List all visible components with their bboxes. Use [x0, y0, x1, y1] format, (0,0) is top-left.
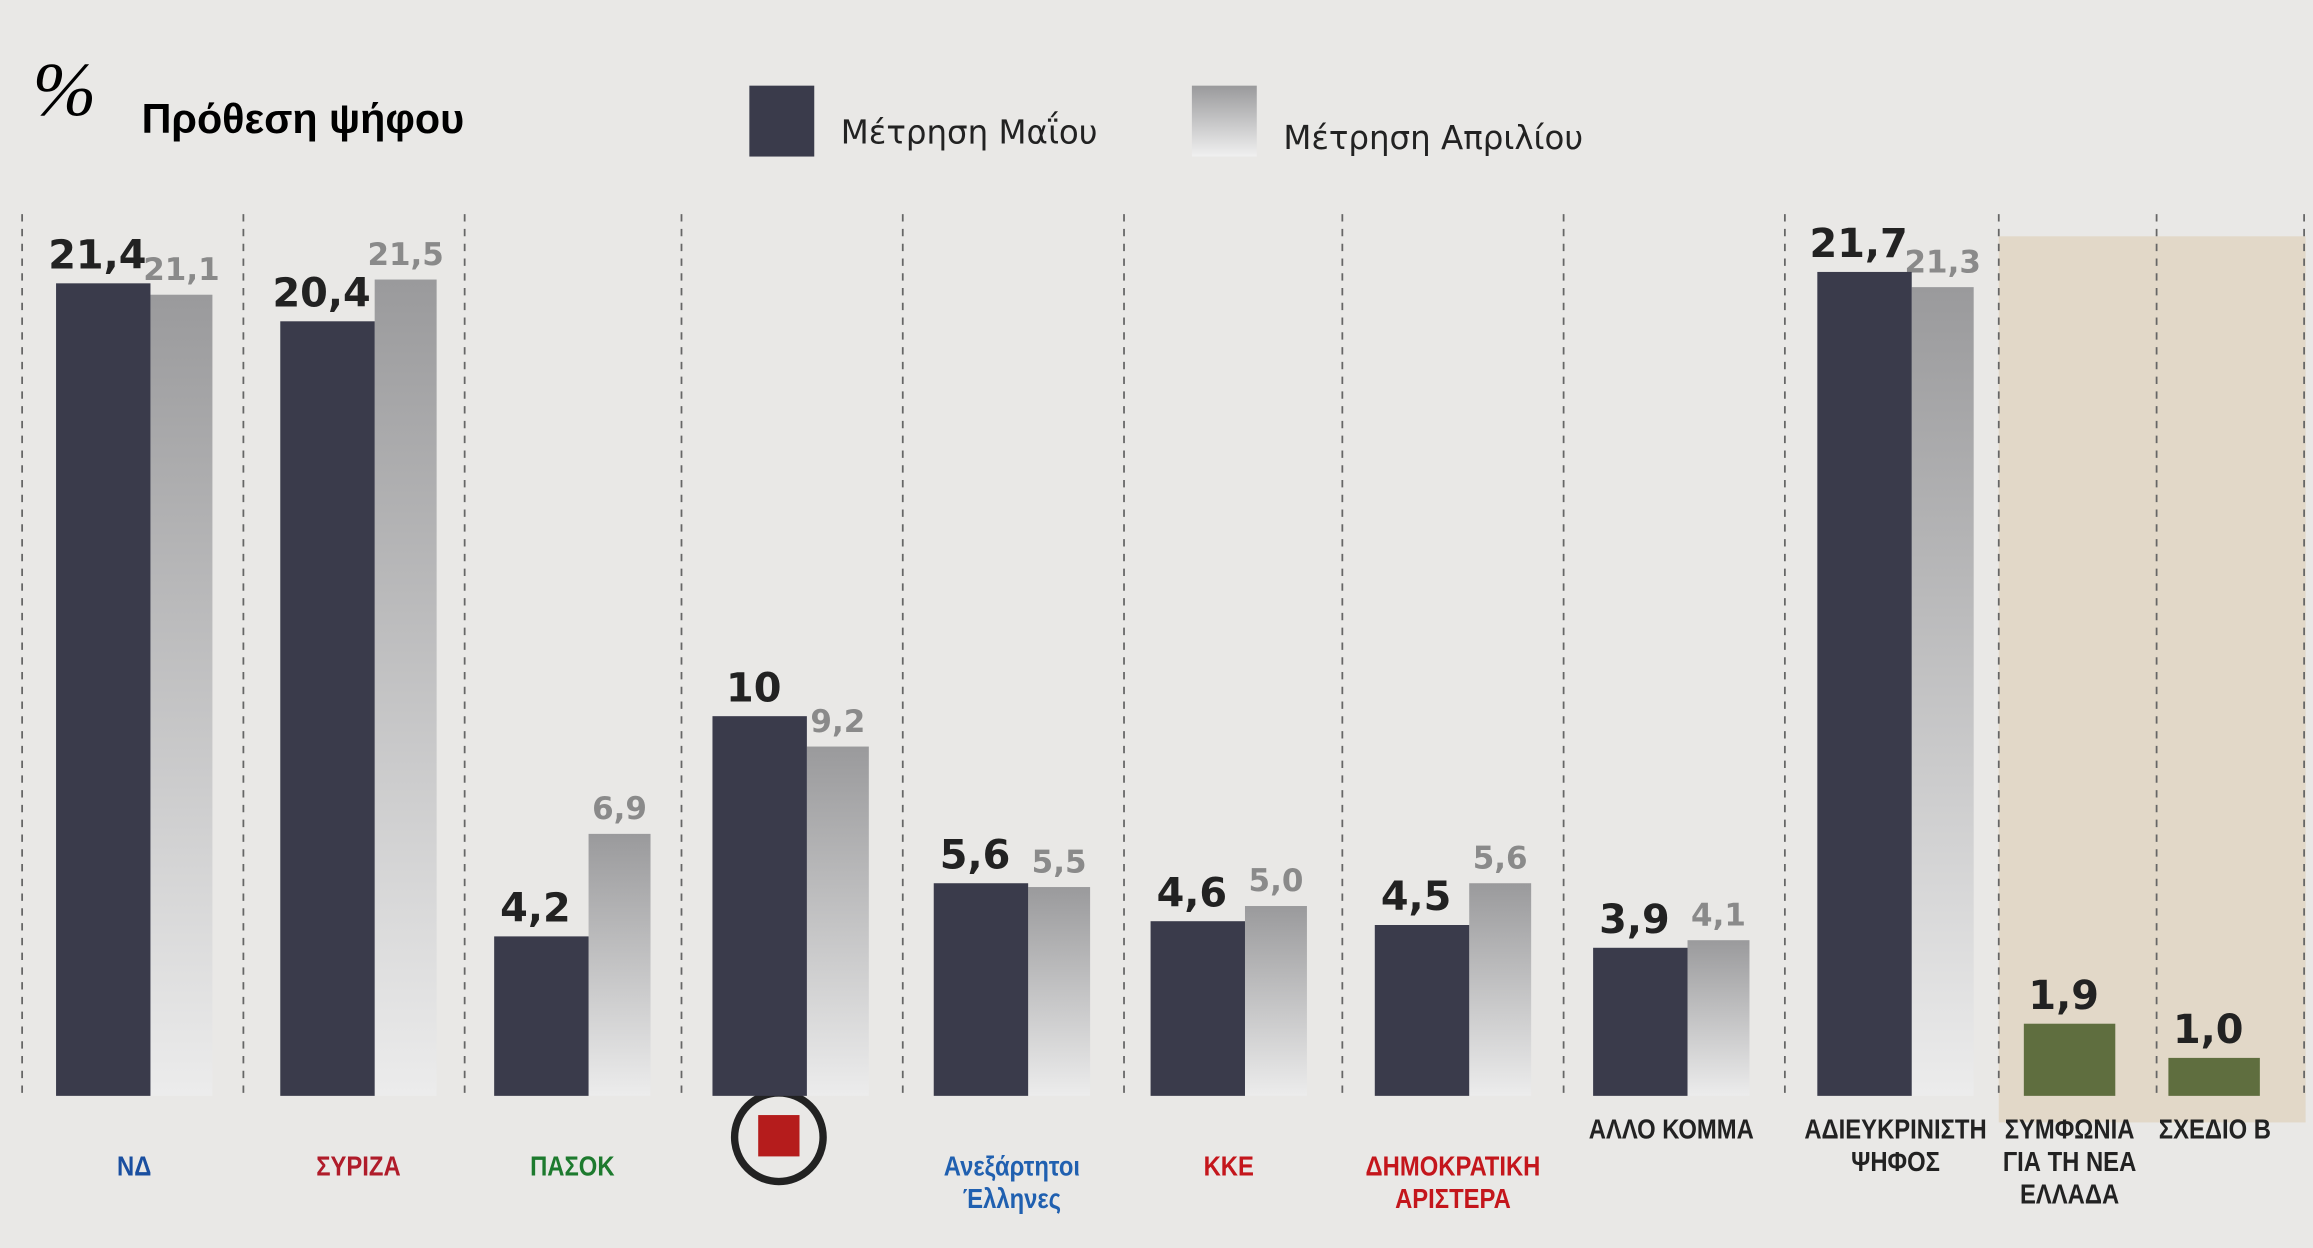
bar — [2168, 1057, 2260, 1096]
bar — [494, 936, 589, 1096]
category-label: Ανεξάρτητοι Έλληνες — [943, 1151, 1081, 1216]
value-label: 1,0 — [2173, 1007, 2244, 1053]
value-label: 5,0 — [1249, 863, 1304, 899]
value-label: 21,5 — [367, 237, 443, 273]
value-label: 5,6 — [1473, 840, 1528, 876]
category-label: ΣΥΜΦΩΝΙΑ ΓΙΑ ΤΗ ΝΕΑ ΕΛΛΑΔΑ — [2002, 1115, 2137, 1212]
category-label: ΔΗΜΟΚΡΑΤΙΚΗ ΑΡΙΣΤΕΡΑ — [1365, 1151, 1541, 1216]
category-label: ΣΥΡΙΖΑ — [316, 1151, 401, 1183]
bar — [712, 716, 807, 1096]
value-label: 4,1 — [1691, 897, 1746, 933]
category-label: ΚΚΕ — [1203, 1151, 1254, 1183]
value-label: 9,2 — [810, 704, 865, 740]
bar — [374, 279, 437, 1096]
bar — [280, 321, 375, 1096]
category-label: ΠΑΣΟΚ — [530, 1151, 615, 1183]
bar — [1374, 925, 1470, 1096]
bar — [2023, 1023, 2116, 1096]
legend-swatch — [1191, 85, 1257, 157]
value-label: 1,9 — [2028, 973, 2099, 1019]
value-label: 5,5 — [1032, 844, 1087, 880]
chart-title: Πρόθεση ψήφου — [142, 96, 465, 142]
legend-swatch — [749, 85, 815, 157]
bar — [1028, 887, 1091, 1096]
category-label: ΝΔ — [117, 1151, 152, 1183]
value-label: 21,3 — [1905, 244, 1981, 280]
value-label: 5,6 — [940, 832, 1011, 878]
bar — [56, 283, 151, 1096]
bar — [1687, 940, 1750, 1096]
value-label: 10 — [726, 665, 781, 711]
bar — [933, 883, 1029, 1096]
legend-label: Μέτρηση Απριλίου — [1283, 119, 1583, 157]
highlight-band — [1998, 236, 2306, 1123]
value-label: 21,1 — [143, 252, 219, 288]
legend-label: Μέτρηση Μαΐου — [841, 111, 1098, 151]
value-label: 3,9 — [1599, 897, 1670, 943]
category-label: ΑΛΛΟ ΚΟΜΜΑ — [1588, 1115, 1754, 1147]
value-label: 21,4 — [48, 233, 146, 279]
bar — [1817, 271, 1912, 1096]
bar — [1593, 947, 1688, 1096]
party-logo — [758, 1115, 800, 1157]
value-label: 4,6 — [1157, 870, 1228, 916]
value-label: 4,5 — [1381, 874, 1452, 920]
bar — [588, 833, 651, 1096]
bar — [1244, 906, 1307, 1096]
bar — [150, 294, 213, 1096]
value-label: 4,2 — [500, 886, 571, 932]
separators — [21, 214, 2305, 1101]
bar — [1911, 287, 1974, 1096]
bar — [806, 746, 869, 1096]
value-label: 6,9 — [592, 791, 647, 827]
category-label: ΑΔΙΕΥΚΡΙΝΙΣΤΗ ΨΗΦΟΣ — [1804, 1115, 1987, 1179]
value-label: 21,7 — [1809, 221, 1907, 267]
title-symbol: % — [32, 47, 96, 132]
value-label: 20,4 — [272, 271, 370, 317]
bar — [1469, 883, 1532, 1096]
category-label: ΣΧΕΔΙΟ Β — [2158, 1115, 2271, 1147]
bar — [1150, 921, 1245, 1096]
